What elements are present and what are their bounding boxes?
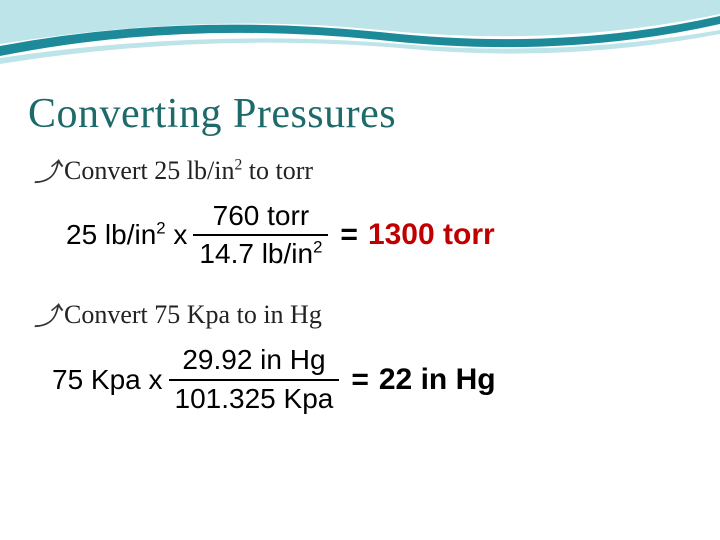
eq2-answer: 22 in Hg xyxy=(379,363,496,397)
eq2-denominator: 101.325 Kpa xyxy=(169,383,340,415)
equals-sign: = xyxy=(340,218,358,252)
eq2-lhs: 75 Kpa x xyxy=(52,364,163,396)
equation-2: 75 Kpa x 29.92 in Hg 101.325 Kpa = 22 in… xyxy=(28,344,692,414)
bullet-1-text: Convert 25 lb/in2 to torr xyxy=(64,156,313,186)
eq1-numerator: 760 torr xyxy=(207,200,316,232)
equals-sign: = xyxy=(351,363,369,397)
bullet-2-text: Convert 75 Kpa to in Hg xyxy=(64,300,322,330)
eq1-answer: 1300 torr xyxy=(368,218,495,252)
equation-1: 25 lb/in2 x 760 torr 14.7 lb/in2 = 1300 … xyxy=(28,200,692,270)
bullet-2: ⤴ Convert 75 Kpa to in Hg xyxy=(28,300,692,330)
bullet-1: ⤴ Convert 25 lb/in2 to torr xyxy=(28,156,692,186)
bullet-icon: ⤴ xyxy=(34,304,60,330)
eq2-fraction: 29.92 in Hg 101.325 Kpa xyxy=(169,344,340,414)
bullet-icon: ⤴ xyxy=(34,160,60,186)
slide-content: Converting Pressures ⤴ Convert 25 lb/in2… xyxy=(0,0,720,415)
eq2-numerator: 29.92 in Hg xyxy=(176,344,331,376)
slide-title: Converting Pressures xyxy=(28,90,692,138)
eq1-fraction: 760 torr 14.7 lb/in2 xyxy=(193,200,328,270)
eq1-denominator: 14.7 lb/in2 xyxy=(193,238,328,270)
eq1-lhs: 25 lb/in2 x xyxy=(66,219,187,251)
